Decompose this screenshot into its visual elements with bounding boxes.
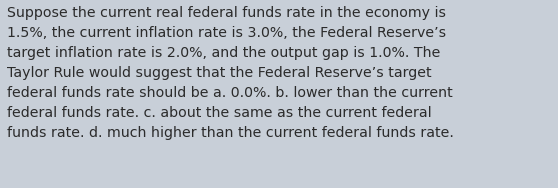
Text: Suppose the current real federal funds rate in the economy is
1.5%, the current : Suppose the current real federal funds r…: [7, 6, 454, 140]
